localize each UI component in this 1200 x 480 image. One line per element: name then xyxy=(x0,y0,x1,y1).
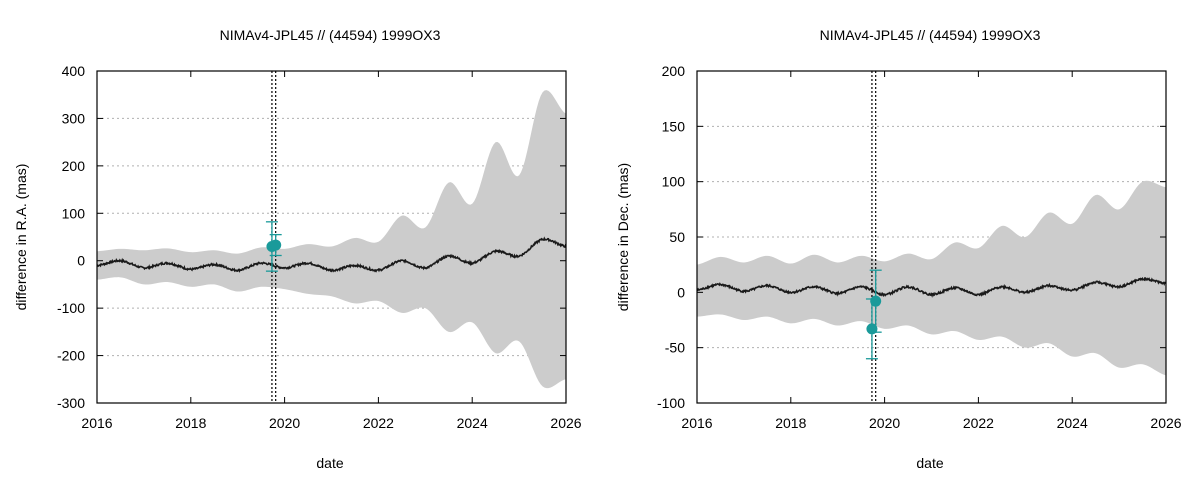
dec-chart-title: NIMAv4-JPL45 // (44594) 1999OX3 xyxy=(820,27,1041,43)
dec-x-tick-label: 2024 xyxy=(1057,415,1088,431)
ra-y-tick-label: -300 xyxy=(57,395,85,411)
dec-y-tick-label: 0 xyxy=(677,284,685,300)
ra-y-tick-label: 400 xyxy=(62,63,86,79)
ra-x-tick-label: 2018 xyxy=(175,415,206,431)
ra-y-axis-label: difference in R.A. (mas) xyxy=(13,164,29,311)
dec-x-tick-label: 2020 xyxy=(869,415,900,431)
ra-difference-chart: NIMAv4-JPL45 // (44594) 1999OX3 date dif… xyxy=(13,27,582,471)
ra-y-tick-label: 200 xyxy=(62,158,86,174)
ra-difference-line xyxy=(97,236,566,273)
ra-x-tick-label: 2022 xyxy=(363,415,394,431)
ra-y-tick-label: -200 xyxy=(57,348,85,364)
dec-y-tick-label: 100 xyxy=(662,174,686,190)
ra-chart-title: NIMAv4-JPL45 // (44594) 1999OX3 xyxy=(220,27,441,43)
dec-x-tick-label: 2018 xyxy=(775,415,806,431)
ra-x-tick-label: 2026 xyxy=(550,415,581,431)
ra-x-tick-label: 2024 xyxy=(457,415,488,431)
dec-plot-area: -100 -50 0 50 100 150 200 2016 2018 2020 2022 2024 2… xyxy=(657,63,1182,431)
ra-y-tick-label: 300 xyxy=(62,110,86,126)
ra-x-tick-label: 2020 xyxy=(269,415,300,431)
dec-x-tick-label: 2026 xyxy=(1150,415,1181,431)
ra-y-tick-label: -100 xyxy=(57,300,85,316)
dec-difference-chart: NIMAv4-JPL45 // (44594) 1999OX3 date dif… xyxy=(615,27,1182,471)
dec-y-tick-label: 50 xyxy=(669,229,685,245)
ra-y-tick-label: 0 xyxy=(77,253,85,269)
ra-y-tick-label: 100 xyxy=(62,205,86,221)
ra-data-point xyxy=(270,239,282,251)
ra-x-axis-label: date xyxy=(316,455,343,471)
dec-y-tick-label: 200 xyxy=(662,63,686,79)
dec-uncertainty-band xyxy=(697,180,1166,376)
ra-plot-frame xyxy=(96,70,567,404)
ra-uncertainty-band xyxy=(97,90,566,389)
dec-y-tick-label: -100 xyxy=(657,395,685,411)
dec-y-tick-label: 150 xyxy=(662,118,686,134)
ra-plot-area: -300 -200 -100 0 100 200 300 400 2016 2018 2020 202… xyxy=(57,63,582,431)
dec-x-axis-label: date xyxy=(916,455,943,471)
dec-x-tick-label: 2022 xyxy=(963,415,994,431)
dec-series-layer xyxy=(697,180,1166,376)
ra-x-tick-label: 2016 xyxy=(81,415,112,431)
dec-data-point xyxy=(870,295,882,307)
ra-series-layer xyxy=(97,90,566,389)
dec-y-axis-label: difference in Dec. (mas) xyxy=(615,163,631,311)
dec-x-tick-label: 2016 xyxy=(681,415,712,431)
dec-difference-line xyxy=(697,276,1166,298)
dec-y-tick-label: -50 xyxy=(665,340,685,356)
